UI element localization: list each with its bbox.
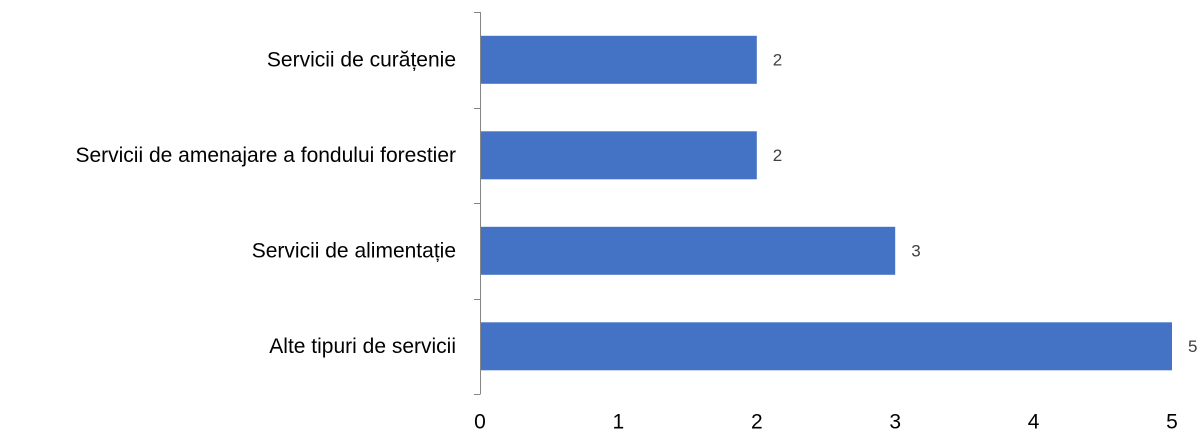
bar-2 bbox=[480, 131, 757, 180]
x-tick-label-1: 1 bbox=[613, 411, 625, 434]
x-tick-label-3: 3 bbox=[889, 411, 901, 434]
bar-3 bbox=[480, 226, 896, 275]
category-label-2: Servicii de amenajare a fondului foresti… bbox=[75, 144, 456, 167]
data-label-4: 5 bbox=[1188, 337, 1197, 356]
x-tick-label-0: 0 bbox=[474, 411, 486, 434]
bar-1 bbox=[480, 35, 757, 84]
x-tick-label-4: 4 bbox=[1028, 411, 1040, 434]
x-tick-label-2: 2 bbox=[751, 411, 763, 434]
data-label-1: 2 bbox=[773, 50, 782, 69]
x-tick-labels: 0 1 2 3 4 5 bbox=[474, 411, 1178, 434]
bar-4 bbox=[480, 322, 1172, 371]
x-tick-label-5: 5 bbox=[1166, 411, 1178, 434]
data-labels: 2 2 3 5 bbox=[773, 50, 1198, 356]
category-labels: Servicii de curățenie Servicii de amenaja… bbox=[75, 48, 456, 358]
data-label-3: 3 bbox=[911, 241, 920, 260]
axes bbox=[474, 12, 481, 395]
bars-layer bbox=[480, 35, 1172, 371]
category-label-4: Alte tipuri de servicii bbox=[269, 335, 456, 358]
category-label-1: Servicii de curățenie bbox=[267, 48, 456, 71]
data-label-2: 2 bbox=[773, 146, 782, 165]
category-label-3: Servicii de alimentație bbox=[252, 239, 456, 262]
